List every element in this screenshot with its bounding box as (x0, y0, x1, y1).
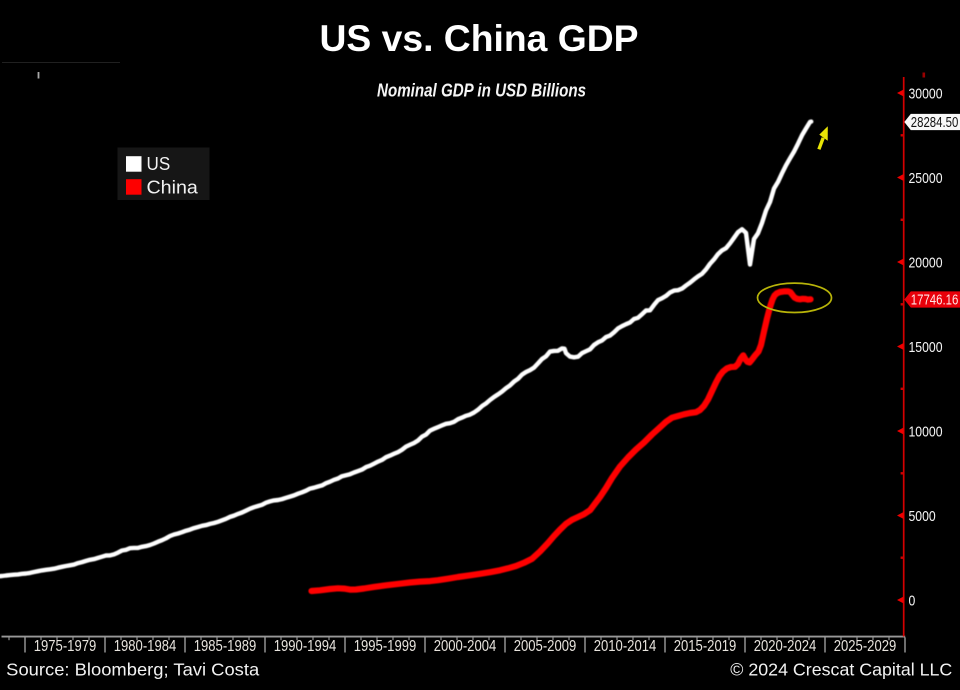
svg-text:15000: 15000 (909, 339, 943, 356)
svg-text:Source: Bloomberg; Tavi Costa: Source: Bloomberg; Tavi Costa (6, 660, 259, 680)
svg-text:1985-1989: 1985-1989 (194, 638, 257, 655)
svg-text:2015-2019: 2015-2019 (674, 638, 737, 655)
svg-text:2025-2029: 2025-2029 (834, 638, 897, 655)
svg-text:20000: 20000 (909, 254, 943, 271)
svg-text:1980-1984: 1980-1984 (114, 638, 177, 655)
svg-text:1975-1979: 1975-1979 (34, 638, 97, 655)
svg-text:1995-1999: 1995-1999 (354, 638, 417, 655)
svg-text:28284.50: 28284.50 (911, 115, 959, 131)
svg-text:© 2024 Crescat Capital LLC: © 2024 Crescat Capital LLC (730, 660, 952, 680)
svg-text:US: US (147, 153, 171, 174)
svg-text:17746.16: 17746.16 (911, 293, 959, 309)
svg-text:10000: 10000 (909, 423, 943, 440)
svg-text:5000: 5000 (909, 508, 936, 525)
svg-text:2020-2024: 2020-2024 (754, 638, 817, 655)
svg-text:China: China (147, 176, 199, 197)
svg-text:0: 0 (909, 592, 916, 609)
svg-text:2000-2004: 2000-2004 (434, 638, 497, 655)
svg-text:25000: 25000 (909, 170, 943, 187)
svg-text:Nominal GDP in USD Billions: Nominal GDP in USD Billions (377, 80, 586, 101)
svg-text:2010-2014: 2010-2014 (594, 638, 657, 655)
svg-text:30000: 30000 (909, 85, 943, 102)
svg-text:US vs. China GDP: US vs. China GDP (320, 17, 639, 59)
svg-text:2005-2009: 2005-2009 (514, 638, 577, 655)
svg-text:1990-1994: 1990-1994 (274, 638, 337, 655)
